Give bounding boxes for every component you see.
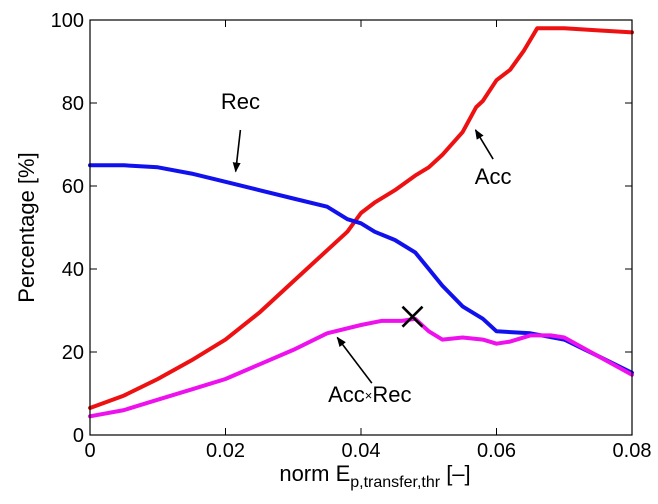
- x-tick-label: 0: [84, 440, 95, 462]
- x-axis-label-subscript: p,transfer,thr: [350, 474, 440, 491]
- x-tick-label: 0.04: [342, 440, 381, 462]
- series-line-acc: [88, 26, 634, 410]
- annotation-label-left: Acc: [328, 382, 365, 407]
- annotation-arrow: [336, 336, 373, 384]
- y-tick-label: 0: [73, 425, 84, 447]
- x-tick-label: 0.06: [477, 440, 516, 462]
- y-tick-label: 100: [51, 10, 84, 32]
- x-axis-label: norm Ep,transfer,thr [–]: [279, 461, 470, 491]
- annotation-label: Rec: [221, 89, 260, 114]
- tick-layer: 0 0.02 0.04 0.06 0.08 0 20 40 60 80 100: [51, 10, 652, 462]
- y-tick-label: 20: [62, 342, 84, 364]
- annotation-label: Acc: [475, 164, 512, 189]
- annotation-arrow: [232, 129, 242, 173]
- annotation-arrow: [474, 129, 494, 160]
- annotation-label-right: Rec: [372, 382, 411, 407]
- x-axis-label-main: norm E: [279, 461, 350, 486]
- y-tick-label: 80: [62, 93, 84, 115]
- y-tick-label: 60: [62, 176, 84, 198]
- x-tick-label: 0.08: [613, 440, 652, 462]
- series-layer: [88, 26, 634, 419]
- annotation-label: Acc×Rec: [328, 382, 411, 407]
- x-axis-label-unit: [–]: [440, 461, 471, 486]
- series-line-rec: [88, 163, 634, 375]
- x-tick-label: 0.02: [206, 440, 245, 462]
- annotation-label-times: ×: [365, 388, 373, 403]
- y-tick-label: 40: [62, 259, 84, 281]
- max-point-x-marker: [401, 305, 424, 328]
- y-axis-label: Percentage [%]: [14, 152, 39, 302]
